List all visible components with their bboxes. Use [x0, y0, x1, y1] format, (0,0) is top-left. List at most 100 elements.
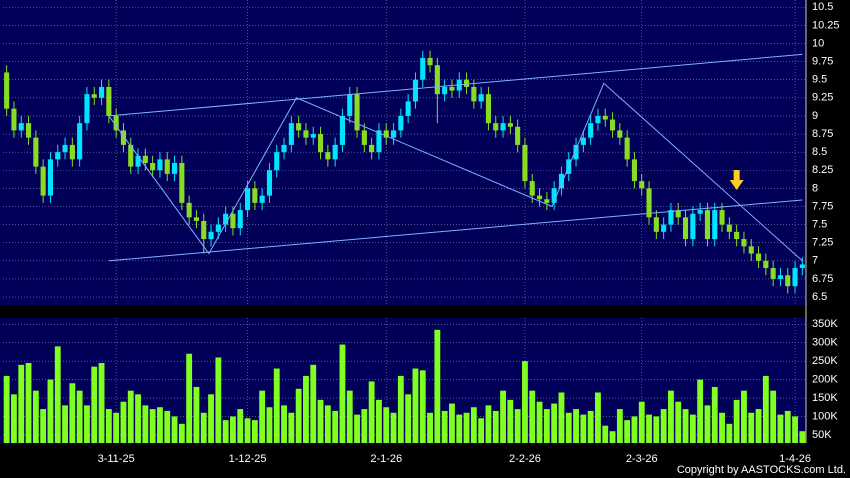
candle-body [485, 94, 492, 124]
volume-bar [762, 375, 769, 443]
candle-body [427, 57, 433, 66]
x-tick-label: 3-11-25 [98, 453, 135, 465]
volume-bar [40, 409, 47, 443]
volume-bar [76, 390, 83, 443]
candle-body [223, 213, 229, 225]
y-tick-label: 7 [812, 255, 818, 267]
volume-bar [186, 353, 193, 443]
candle-body [412, 79, 419, 102]
candle-body [792, 268, 798, 287]
trend-line [108, 199, 803, 262]
volume-bar [587, 410, 594, 443]
candle-body [332, 144, 338, 160]
volume-bar [98, 362, 105, 443]
volume-bar [616, 409, 623, 443]
x-tick-label: 2-3-26 [626, 453, 658, 465]
candle-body [741, 239, 747, 247]
volume-bar [135, 394, 141, 443]
candle-body [449, 86, 455, 91]
y-tick-label: 6.5 [812, 291, 827, 303]
volume-bar [522, 361, 528, 443]
candle-body [748, 246, 754, 254]
candle-body [164, 159, 170, 174]
candle-body [98, 86, 105, 98]
candle-body [266, 170, 273, 196]
volume-bar [376, 399, 382, 443]
y-tick-label: 10.25 [812, 19, 840, 31]
volume-bar [675, 401, 682, 443]
y-tick-label: 10 [812, 37, 824, 49]
candle-body [281, 144, 287, 153]
volume-bar [149, 409, 156, 443]
volume-bar [470, 407, 477, 443]
volume-bar [456, 414, 463, 443]
volume-bar [719, 412, 725, 443]
candle-body [478, 94, 484, 102]
candle-body [252, 188, 258, 203]
candle-body [303, 130, 309, 138]
candle-body [726, 224, 732, 232]
volume-bar [405, 394, 412, 443]
candle-body [639, 181, 645, 189]
candle-body [442, 86, 448, 95]
candle-body [128, 144, 134, 167]
candle-body [631, 159, 638, 182]
candle-body [398, 115, 404, 131]
y-tick-label: 8.75 [812, 128, 833, 140]
candle-body [354, 94, 360, 131]
y-tick-label: 6.75 [812, 273, 833, 285]
volume-bar [485, 405, 492, 443]
candle-body [244, 188, 251, 211]
volume-bar [412, 368, 419, 443]
volume-bar [324, 405, 331, 443]
candle-body [347, 94, 353, 116]
volume-bar [602, 425, 609, 443]
volume-bar [514, 409, 521, 443]
candle-body [215, 224, 221, 232]
volume-bar [631, 416, 638, 443]
volume-bar [346, 390, 353, 443]
candle-body [84, 94, 90, 124]
candle-body [259, 195, 265, 203]
volume-bar [266, 407, 273, 443]
volume-bar [62, 405, 68, 443]
candle-body [770, 268, 776, 279]
candle-body [755, 253, 762, 261]
candle-body [595, 115, 601, 124]
candle-body [171, 163, 178, 174]
volume-bar [288, 412, 295, 443]
volume-bar [69, 383, 76, 443]
x-tick-label: 1-4-26 [779, 453, 811, 465]
candle-body [339, 115, 346, 145]
volume-bar [105, 409, 112, 443]
volume-bar [427, 412, 433, 443]
volume-bar [543, 409, 550, 443]
volume-bar [689, 414, 696, 443]
volume-bar [682, 409, 689, 443]
volume-bar [573, 409, 579, 443]
y-tick-label: 7.5 [812, 218, 827, 230]
y-tick-label: 9.5 [812, 74, 827, 86]
volume-bar [646, 414, 652, 443]
volume-bar [558, 392, 565, 443]
candle-body [274, 152, 280, 171]
volume-bar [434, 329, 441, 443]
volume-bar [799, 431, 806, 443]
x-tick-label: 2-2-26 [509, 453, 541, 465]
y-tick-label: 7.25 [812, 237, 833, 249]
y-tick-label: 8 [812, 182, 818, 194]
arrow-marker [729, 169, 744, 190]
y-tick-label: 10.5 [812, 1, 833, 13]
candle-body [310, 134, 316, 138]
volume-bar [317, 399, 324, 443]
candle-body [420, 57, 426, 80]
volume-bar [222, 420, 229, 443]
candle-body [617, 130, 623, 138]
candle-body [179, 163, 185, 203]
candle-body [237, 210, 243, 229]
y-tick-label: 50K [812, 429, 832, 441]
candle-body [369, 144, 375, 153]
volume-bar [3, 375, 10, 443]
candle-body [120, 130, 127, 145]
y-tick-label: 9.75 [812, 55, 833, 67]
